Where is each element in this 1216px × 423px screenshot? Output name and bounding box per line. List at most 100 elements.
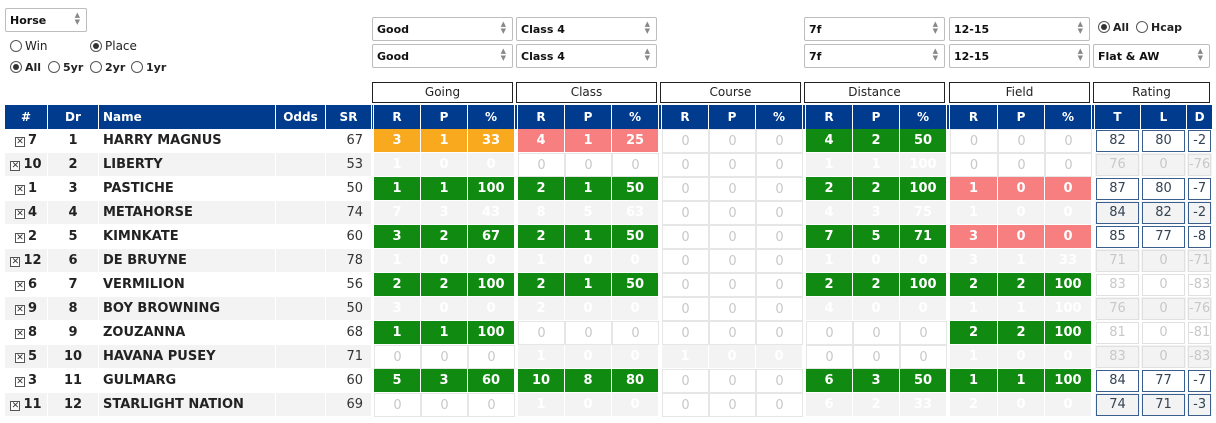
remove-checkbox-icon[interactable]: ✕ bbox=[14, 209, 25, 219]
remove-checkbox-icon[interactable]: ✕ bbox=[14, 137, 25, 147]
col-going-pct[interactable]: % bbox=[468, 105, 515, 129]
year-5yr-radio[interactable]: 5yr bbox=[48, 61, 83, 74]
distance-pct: 0 bbox=[900, 345, 947, 369]
col-course-p[interactable]: P bbox=[709, 105, 756, 129]
remove-checkbox-icon[interactable]: ✕ bbox=[14, 233, 25, 243]
remove-checkbox-icon[interactable]: ✕ bbox=[14, 377, 25, 387]
col-distance-r[interactable]: R bbox=[806, 105, 853, 129]
remove-checkbox-icon[interactable]: ✕ bbox=[14, 353, 25, 363]
col-rating-t[interactable]: T bbox=[1095, 105, 1141, 129]
horse-name[interactable]: VERMILION bbox=[99, 273, 276, 297]
horse-name[interactable]: PASTICHE bbox=[99, 177, 276, 201]
year-all-radio[interactable]: All bbox=[10, 61, 41, 74]
mode-select[interactable]: Horse ▲ ▼ bbox=[5, 8, 87, 32]
col-class-r[interactable]: R bbox=[518, 105, 565, 129]
table-row[interactable]: ✕ 9 8 BOY BROWNING 50 3 0 0 2 0 0 0 0 0 4 0 0 1 1 100 76 0 -76 bbox=[5, 297, 1214, 321]
distance-filter-1[interactable]: 7f ▲ ▼ bbox=[804, 17, 945, 41]
table-row[interactable]: ✕ 11 12 STARLIGHT NATION 69 0 0 0 1 0 0 0 0 0 6 2 33 2 0 0 7… bbox=[5, 393, 1214, 417]
col-field-p[interactable]: P bbox=[998, 105, 1045, 129]
going-r: 3 bbox=[374, 297, 421, 321]
table-row[interactable]: ✕ 10 2 LIBERTY 53 1 0 0 0 0 0 0 0 0 1 1 100 0 0 0 76 0 -76 bbox=[5, 153, 1214, 177]
updown-icon: ▲ ▼ bbox=[932, 47, 938, 62]
col-class-pct[interactable]: % bbox=[612, 105, 659, 129]
field-pct: 100 bbox=[1045, 273, 1092, 297]
field-filter-2[interactable]: 12-15 ▲ ▼ bbox=[949, 44, 1090, 68]
win-radio[interactable]: Win bbox=[10, 39, 48, 53]
horse-name[interactable]: GULMARG bbox=[99, 369, 276, 393]
win-label: Win bbox=[25, 39, 48, 53]
year-1yr-radio[interactable]: 1yr bbox=[131, 61, 166, 74]
horse-name[interactable]: KIMNKATE bbox=[99, 225, 276, 249]
horse-name[interactable]: BOY BROWNING bbox=[99, 297, 276, 321]
place-radio[interactable]: Place bbox=[90, 39, 137, 53]
col-odds[interactable]: Odds bbox=[276, 105, 326, 129]
going-p: 0 bbox=[421, 393, 468, 417]
remove-checkbox-icon[interactable]: ✕ bbox=[10, 257, 21, 267]
distance-pct: 100 bbox=[900, 273, 947, 297]
remove-checkbox-icon[interactable]: ✕ bbox=[10, 401, 21, 411]
horse-name[interactable]: HARRY MAGNUS bbox=[99, 129, 276, 153]
horse-name[interactable]: STARLIGHT NATION bbox=[99, 393, 276, 417]
table-row[interactable]: ✕ 8 9 ZOUZANNA 68 1 1 100 0 0 0 0 0 0 0 0 0 2 2 100 81 0 -81 bbox=[5, 321, 1214, 345]
horse-name[interactable]: LIBERTY bbox=[99, 153, 276, 177]
distance-filter-2[interactable]: 7f ▲ ▼ bbox=[804, 44, 945, 68]
table-row[interactable]: ✕ 6 7 VERMILION 56 2 2 100 2 1 50 0 0 0 2 2 100 2 2 100 83 0-… bbox=[5, 273, 1214, 297]
draw: 11 bbox=[48, 369, 99, 393]
class-p: 1 bbox=[565, 129, 612, 153]
col-going-p[interactable]: P bbox=[421, 105, 468, 129]
race-all-radio[interactable]: All bbox=[1098, 21, 1129, 34]
rating-t-value: 84 bbox=[1096, 201, 1139, 224]
col-distance-p[interactable]: P bbox=[853, 105, 900, 129]
table-row[interactable]: ✕ 1 3 PASTICHE 50 1 1 100 2 1 50 0 0 0 2 2 100 1 0 0 87 80 -7 bbox=[5, 177, 1214, 201]
rating-l: 77 bbox=[1141, 369, 1187, 393]
class-filter-2[interactable]: Class 4 ▲ ▼ bbox=[516, 44, 657, 68]
field-filter-1[interactable]: 12-15 ▲ ▼ bbox=[949, 17, 1090, 41]
rating-l: 0 bbox=[1141, 249, 1187, 273]
col-field-pct[interactable]: % bbox=[1045, 105, 1092, 129]
col-class-p[interactable]: P bbox=[565, 105, 612, 129]
class-p: 5 bbox=[565, 201, 612, 225]
race-hcap-radio[interactable]: Hcap bbox=[1136, 21, 1182, 34]
distance-p: 0 bbox=[853, 297, 900, 321]
rating-d-value: -76 bbox=[1188, 153, 1212, 176]
remove-checkbox-icon[interactable]: ✕ bbox=[14, 281, 25, 291]
col-course-r[interactable]: R bbox=[662, 105, 709, 129]
going-filter-2[interactable]: Good ▲ ▼ bbox=[372, 44, 513, 68]
col-field-r[interactable]: R bbox=[950, 105, 998, 129]
table-row[interactable]: ✕ 2 5 KIMNKATE 60 3 2 67 2 1 50 0 0 0 7 5 71 3 0 0 85 77 -8 bbox=[5, 225, 1214, 249]
runner-number-value: 1 bbox=[27, 181, 38, 196]
col-rating-l[interactable]: L bbox=[1141, 105, 1187, 129]
remove-checkbox-icon[interactable]: ✕ bbox=[10, 161, 21, 171]
col-name[interactable]: Name bbox=[99, 105, 276, 129]
remove-checkbox-icon[interactable]: ✕ bbox=[14, 185, 25, 195]
rating-t-value: 76 bbox=[1096, 153, 1139, 176]
surface-filter[interactable]: Flat & AW ▲ ▼ bbox=[1093, 44, 1210, 68]
col-course-pct[interactable]: % bbox=[756, 105, 803, 129]
course-pct: 0 bbox=[756, 177, 803, 201]
horse-name[interactable]: ZOUZANNA bbox=[99, 321, 276, 345]
horse-name[interactable]: HAVANA PUSEY bbox=[99, 345, 276, 369]
table-row[interactable]: ✕ 3 11 GULMARG 60 5 3 60 10 8 80 0 0 0 6 3 50 1 1 100 84 77 -7 bbox=[5, 369, 1214, 393]
col-dr[interactable]: Dr bbox=[48, 105, 99, 129]
remove-checkbox-icon[interactable]: ✕ bbox=[14, 329, 25, 339]
col-sr[interactable]: SR bbox=[326, 105, 372, 129]
table-row[interactable]: ✕ 12 6 DE BRUYNE 78 1 0 0 1 0 0 0 0 0 1 0 0 3 1 33 71 0 -71 bbox=[5, 249, 1214, 273]
rating-d: -7 bbox=[1187, 369, 1214, 393]
class-filter-1[interactable]: Class 4 ▲ ▼ bbox=[516, 17, 657, 41]
col-distance-pct[interactable]: % bbox=[900, 105, 947, 129]
col-num[interactable]: # bbox=[5, 105, 48, 129]
group-header-field: Field bbox=[949, 82, 1090, 103]
odds bbox=[276, 369, 326, 393]
table-row[interactable]: ✕ 7 1 HARRY MAGNUS 67 3 1 33 4 1 25 0 0 0 4 2 50 0 0 0 82 80-… bbox=[5, 129, 1214, 153]
table-row[interactable]: ✕ 5 10 HAVANA PUSEY 71 0 0 0 1 0 0 1 0 0 0 0 0 1 0 0 83 0 -83 bbox=[5, 345, 1214, 369]
going-filter-1[interactable]: Good ▲ ▼ bbox=[372, 17, 513, 41]
rating-t: 82 bbox=[1095, 129, 1141, 153]
course-r: 1 bbox=[662, 345, 709, 369]
col-rating-d[interactable]: D bbox=[1187, 105, 1214, 129]
horse-name[interactable]: METAHORSE bbox=[99, 201, 276, 225]
table-row[interactable]: ✕ 4 4 METAHORSE 74 7 3 43 8 5 63 0 0 0 4 3 75 1 0 0 84 82 -2 bbox=[5, 201, 1214, 225]
remove-checkbox-icon[interactable]: ✕ bbox=[14, 305, 25, 315]
col-going-r[interactable]: R bbox=[374, 105, 421, 129]
year-2yr-radio[interactable]: 2yr bbox=[90, 61, 125, 74]
horse-name[interactable]: DE BRUYNE bbox=[99, 249, 276, 273]
